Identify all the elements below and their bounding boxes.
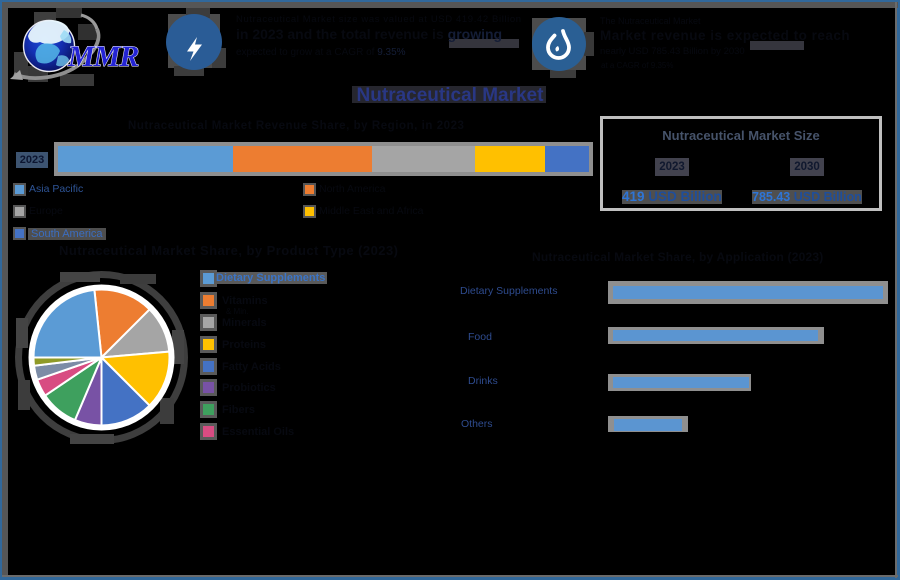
- svg-text:MMR: MMR: [67, 40, 138, 73]
